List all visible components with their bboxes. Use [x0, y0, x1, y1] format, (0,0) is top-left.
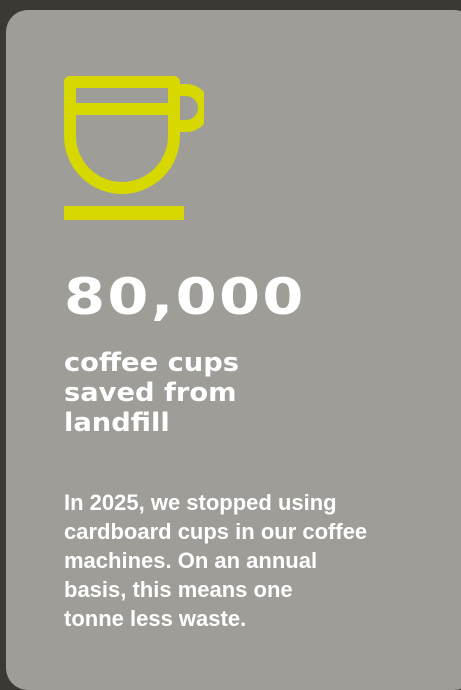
stat-caption-line: coffee cups: [64, 348, 240, 378]
stat-description: In 2025, we stopped using cardboard cups…: [64, 488, 434, 633]
description-line: cardboard cups in our coffee: [64, 519, 368, 544]
coffee-cup-icon: [64, 76, 204, 220]
stat-value: 80,000: [64, 268, 306, 326]
description-line: In 2025, we stopped using: [64, 490, 337, 515]
description-line: basis, this means one: [64, 577, 293, 602]
description-line: tonne less waste.: [64, 606, 247, 631]
stat-caption-line: landfill: [64, 408, 170, 438]
stat-card: 80,000 coffee cups saved from landfill I…: [6, 10, 461, 690]
description-line: machines. On an annual: [64, 548, 318, 573]
stat-caption-line: saved from: [64, 378, 237, 408]
stat-caption: coffee cups saved from landfill: [64, 348, 358, 438]
